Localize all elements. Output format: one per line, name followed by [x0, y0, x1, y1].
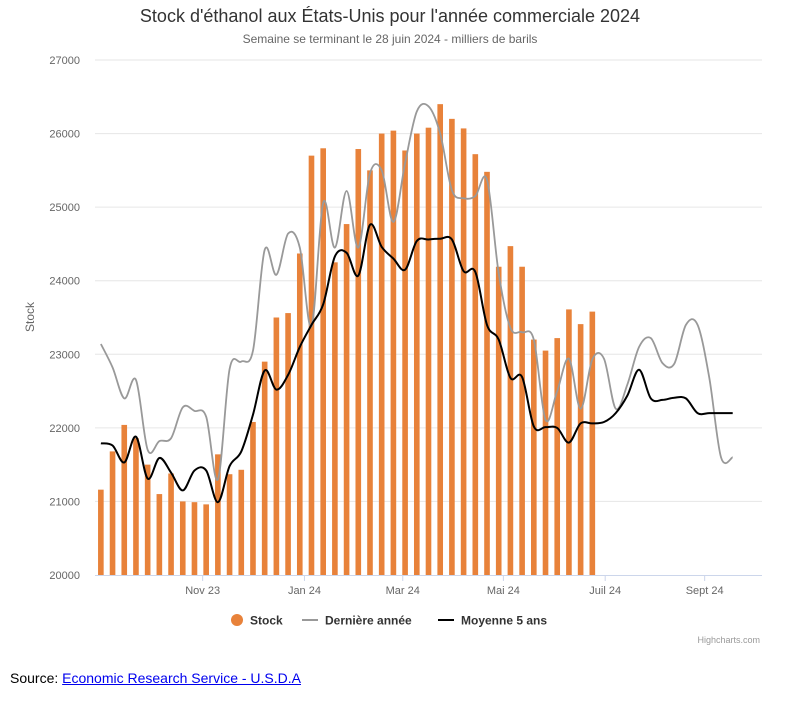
stock-bar[interactable]: [98, 489, 104, 575]
y-tick-label: 23000: [49, 349, 80, 361]
stock-bar[interactable]: [285, 313, 291, 575]
stock-bar[interactable]: [250, 421, 256, 575]
derniere-annee-line[interactable]: [100, 102, 734, 481]
stock-bar[interactable]: [156, 494, 163, 575]
stock-bar[interactable]: [168, 473, 174, 575]
legend-moyenne-label: Moyenne 5 ans: [461, 614, 547, 628]
y-axis-ticks: 20000 21000 22000 23000 24000 25000 26000 27000: [49, 55, 80, 582]
stock-bar[interactable]: [133, 438, 139, 575]
legend: Stock Dernière année Moyenne 5 ans: [231, 614, 547, 628]
stock-bar[interactable]: [215, 454, 221, 575]
x-tick-label: Juil 24: [589, 585, 621, 597]
stock-bar[interactable]: [542, 350, 549, 575]
stock-bar[interactable]: [519, 266, 525, 575]
stock-bar[interactable]: [191, 502, 198, 575]
stock-bar[interactable]: [238, 469, 245, 575]
x-axis-ticks: Nov 23 Jan 24 Mar 24 Mai 24 Juil 24 Sept 24: [185, 575, 724, 597]
stock-bar[interactable]: [109, 451, 116, 575]
legend-stock-symbol: [231, 614, 243, 626]
stock-bar[interactable]: [332, 262, 338, 575]
stock-bar[interactable]: [472, 154, 479, 575]
legend-item-derniere-annee[interactable]: Dernière année: [302, 614, 412, 628]
stock-bar[interactable]: [203, 504, 209, 575]
legend-derniere-annee-label: Dernière année: [325, 614, 412, 628]
chart-title: Stock d'éthanol aux États-Unis pour l'an…: [140, 6, 640, 26]
series-lines: [100, 102, 734, 504]
stock-bar[interactable]: [390, 130, 397, 575]
stock-bar[interactable]: [320, 148, 326, 576]
moyenne-5-ans-line[interactable]: [100, 223, 733, 504]
y-tick-label: 22000: [49, 423, 80, 435]
legend-item-stock[interactable]: Stock: [231, 614, 283, 628]
stock-bar[interactable]: [121, 424, 128, 575]
x-tick-label: Sept 24: [686, 585, 724, 597]
stock-bar[interactable]: [296, 253, 303, 575]
stock-bar[interactable]: [367, 170, 373, 575]
x-tick-label: Nov 23: [185, 585, 220, 597]
x-tick-label: Mar 24: [386, 585, 420, 597]
stock-bar[interactable]: [531, 339, 537, 575]
stock-bar[interactable]: [577, 324, 584, 575]
stock-bar[interactable]: [226, 474, 233, 575]
stock-bar[interactable]: [554, 338, 561, 575]
x-tick-label: Jan 24: [288, 585, 321, 597]
stock-bar[interactable]: [179, 501, 186, 575]
source-line: Source: Economic Research Service - U.S.…: [10, 670, 301, 686]
x-tick-label: Mai 24: [487, 585, 520, 597]
y-tick-label: 27000: [49, 55, 80, 67]
stock-bar[interactable]: [308, 155, 315, 575]
ethanol-stock-chart: Stock d'éthanol aux États-Unis pour l'an…: [23, 6, 762, 645]
stock-bar[interactable]: [273, 317, 280, 576]
stock-bar[interactable]: [402, 150, 408, 575]
stock-bar[interactable]: [413, 133, 420, 576]
y-tick-label: 20000: [49, 570, 80, 582]
y-axis-label: Stock: [23, 301, 37, 332]
legend-item-moyenne[interactable]: Moyenne 5 ans: [438, 614, 547, 628]
stock-bar[interactable]: [355, 149, 362, 575]
chart-subtitle: Semaine se terminant le 28 juin 2024 - m…: [243, 32, 538, 46]
stock-bar[interactable]: [343, 224, 350, 576]
stock-bar[interactable]: [261, 361, 268, 575]
stock-bar[interactable]: [460, 128, 467, 575]
stock-bar[interactable]: [449, 118, 455, 575]
y-tick-label: 21000: [49, 496, 80, 508]
stock-bars: [98, 104, 596, 576]
y-tick-label: 25000: [49, 202, 80, 214]
source-prefix: Source:: [10, 670, 63, 686]
y-tick-label: 24000: [49, 276, 80, 288]
stock-bar[interactable]: [589, 311, 596, 575]
y-tick-label: 26000: [49, 129, 80, 141]
stock-bar[interactable]: [484, 171, 490, 576]
legend-stock-label: Stock: [250, 614, 283, 628]
credits-link[interactable]: Highcharts.com: [697, 635, 760, 645]
stock-bar[interactable]: [144, 464, 151, 575]
stock-bar[interactable]: [378, 133, 385, 576]
stock-bar[interactable]: [507, 246, 514, 575]
stock-bar[interactable]: [425, 127, 432, 575]
stock-bar[interactable]: [495, 266, 502, 575]
stock-bar[interactable]: [437, 104, 444, 576]
source-link[interactable]: Economic Research Service - U.S.D.A: [62, 670, 301, 686]
